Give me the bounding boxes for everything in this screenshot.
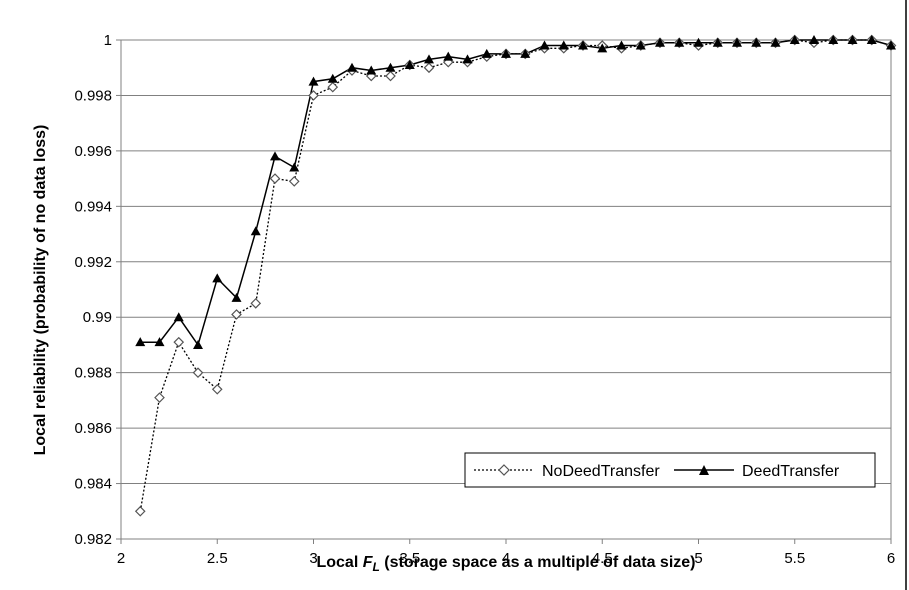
series-line-deedtransfer [140, 39, 892, 347]
data-point-deedtransfer [154, 337, 165, 347]
data-point-deedtransfer [212, 273, 223, 283]
data-point-nodeedtransfer [134, 505, 146, 517]
y-tick-label: 0.992 [74, 254, 112, 271]
data-point-nodeedtransfer [327, 81, 339, 93]
x-axis-label-prefix: Local [316, 554, 362, 571]
series-group [134, 34, 897, 517]
data-point-deedtransfer [558, 40, 569, 50]
data-point-deedtransfer [308, 76, 319, 86]
x-axis-label-subscript: L [373, 560, 380, 574]
data-point-deedtransfer [616, 40, 627, 50]
data-point-nodeedtransfer [192, 367, 204, 379]
data-point-deedtransfer [366, 65, 377, 75]
x-axis-label-suffix: (storage space as a multiple of data siz… [380, 554, 696, 571]
data-point-deedtransfer [231, 292, 242, 302]
data-point-deedtransfer [597, 43, 608, 53]
y-tick-label: 0.982 [74, 531, 112, 548]
y-axis-ticks: 0.982 0.984 0.986 0.988 0.99 0.992 0.994 0.996 0… [74, 32, 121, 548]
legend-marker-nodeedtransfer [498, 464, 510, 476]
x-tick-label: 3 [309, 550, 317, 567]
data-point-deedtransfer [866, 35, 877, 44]
data-point-nodeedtransfer [385, 70, 396, 82]
y-tick-label: 0.996 [74, 143, 112, 160]
data-point-deedtransfer [539, 40, 550, 50]
data-point-deedtransfer [462, 54, 473, 64]
legend-label-nodeedtransfer: NoDeedTransfer [542, 463, 660, 480]
data-point-deedtransfer [289, 162, 300, 172]
data-point-deedtransfer [385, 62, 396, 72]
x-axis-label: Local FL (storage space as a multiple of… [316, 554, 695, 574]
data-point-nodeedtransfer [231, 309, 242, 320]
data-point-deedtransfer [655, 37, 665, 47]
data-point-deedtransfer [193, 339, 203, 349]
x-tick-label: 5.5 [784, 550, 805, 567]
x-tick-label: 2.5 [207, 550, 228, 567]
x-tick-label: 3.5 [399, 550, 420, 567]
x-tick-label: 6 [887, 550, 895, 567]
data-point-nodeedtransfer [288, 176, 300, 187]
data-point-nodeedtransfer [269, 173, 281, 184]
data-point-deedtransfer [424, 54, 434, 64]
data-point-deedtransfer [828, 35, 839, 44]
x-axis-ticks: 2 2.5 3 3.5 4 4.5 5 5.5 6 [117, 539, 895, 567]
data-point-deedtransfer [789, 35, 800, 44]
data-point-nodeedtransfer [308, 90, 319, 101]
y-tick-label: 0.988 [74, 365, 112, 382]
data-point-deedtransfer [250, 226, 261, 236]
data-point-deedtransfer [693, 37, 704, 47]
data-point-deedtransfer [443, 51, 454, 61]
data-point-deedtransfer [635, 40, 646, 50]
y-tick-label: 0.994 [74, 198, 112, 215]
x-tick-label: 4 [502, 550, 510, 567]
x-tick-label: 2 [117, 550, 125, 567]
data-point-nodeedtransfer [211, 383, 223, 395]
data-point-nodeedtransfer [173, 336, 185, 348]
data-point-deedtransfer [327, 73, 338, 83]
y-tick-label: 0.986 [74, 420, 112, 437]
y-tick-label: 0.998 [74, 87, 112, 104]
data-point-deedtransfer [578, 40, 588, 50]
data-point-deedtransfer [270, 151, 280, 161]
data-point-deedtransfer [712, 37, 723, 47]
data-point-nodeedtransfer [423, 62, 435, 74]
data-point-deedtransfer [732, 37, 742, 47]
series-line-nodeedtransfer [139, 39, 892, 512]
x-axis-label-symbol: F [363, 554, 374, 571]
data-point-deedtransfer [886, 40, 896, 50]
data-point-deedtransfer [770, 37, 781, 47]
y-tick-label: 0.99 [83, 309, 112, 326]
data-point-deedtransfer [674, 37, 685, 47]
data-point-deedtransfer [520, 48, 531, 58]
data-point-deedtransfer [847, 35, 858, 44]
data-point-deedtransfer [404, 59, 415, 69]
gridlines [121, 39, 891, 485]
data-point-deedtransfer [751, 37, 762, 47]
legend: NoDeedTransfer DeedTransfer [464, 452, 876, 488]
data-point-deedtransfer [809, 35, 819, 44]
legend-marker-deedtransfer [699, 465, 709, 475]
x-tick-label: 5 [694, 550, 702, 567]
y-tick-label: 0.984 [74, 476, 112, 493]
data-point-deedtransfer [501, 48, 511, 58]
data-point-deedtransfer [481, 48, 492, 58]
data-point-deedtransfer [347, 62, 357, 72]
y-axis-label: Local reliability (probability of no dat… [32, 125, 49, 456]
data-point-deedtransfer [173, 312, 184, 322]
x-tick-label: 4.5 [592, 550, 613, 567]
data-point-deedtransfer [135, 337, 146, 347]
data-point-nodeedtransfer [250, 298, 262, 309]
data-point-nodeedtransfer [154, 392, 165, 403]
legend-label-deedtransfer: DeedTransfer [742, 463, 840, 480]
legend-box [464, 452, 876, 488]
y-tick-label: 1 [104, 32, 112, 49]
